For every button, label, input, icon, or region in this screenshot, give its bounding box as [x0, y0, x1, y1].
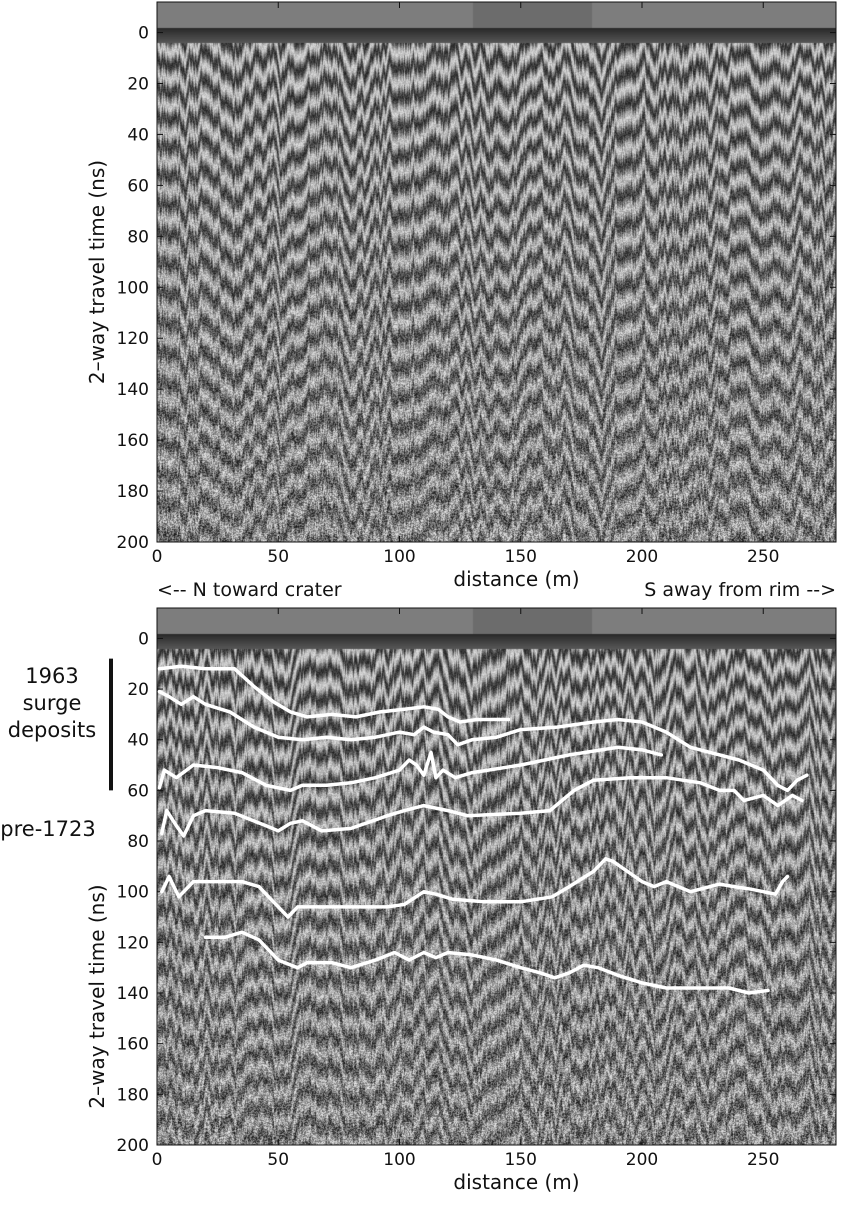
- top-xlabel: distance (m): [453, 567, 579, 591]
- top-ytick-label: 160: [117, 431, 149, 451]
- annotation-south: S away from rim -->: [644, 579, 836, 601]
- top-ytick-label: 0: [138, 24, 149, 44]
- bottom-ytick-label: 160: [117, 1035, 149, 1055]
- bottom-xtick-label: 50: [267, 1150, 289, 1170]
- radargram-top-image: [157, 2, 836, 542]
- surge-deposits-label-line: deposits: [8, 718, 96, 742]
- top-ytick-label: 20: [127, 75, 149, 95]
- bottom-ytick-label: 200: [117, 1136, 149, 1156]
- bottom-ylabel: 2–way travel time (ns): [85, 884, 109, 1108]
- horizon-line-1: [157, 664, 511, 724]
- top-ytick-label: 40: [127, 125, 149, 145]
- bottom-ytick-label: 120: [117, 933, 149, 953]
- surge-deposits-label-line: surge: [23, 691, 82, 715]
- annotation-north: <-- N toward crater: [157, 579, 342, 601]
- bottom-xtick-label: 250: [747, 1150, 779, 1170]
- top-ytick-label: 140: [117, 380, 149, 400]
- horizon-line-4: [160, 775, 804, 838]
- top-xtick-label: 150: [505, 547, 537, 567]
- horizon-line-5: [160, 857, 790, 919]
- bottom-ytick-label: 140: [117, 984, 149, 1004]
- bottom-ytick-label: 0: [138, 629, 149, 649]
- top-ytick-label: 200: [117, 533, 149, 553]
- top-ytick-label: 120: [117, 329, 149, 349]
- surge-deposits-label-line: 1963: [25, 664, 78, 688]
- bottom-xlabel: distance (m): [453, 1170, 579, 1194]
- bottom-xtick-label: 100: [383, 1150, 415, 1170]
- top-ytick-label: 60: [127, 176, 149, 196]
- top-xtick-label: 250: [747, 547, 779, 567]
- bottom-ytick-label: 40: [127, 731, 149, 751]
- bottom-xtick-label: 200: [626, 1150, 658, 1170]
- bottom-ytick-label: 20: [127, 680, 149, 700]
- top-ylabel: 2–way travel time (ns): [85, 160, 109, 384]
- bottom-ytick-label: 80: [127, 832, 149, 852]
- horizon-line-6: [203, 930, 770, 995]
- bottom-ytick-label: 180: [117, 1085, 149, 1105]
- top-xtick-label: 50: [267, 547, 289, 567]
- top-xtick-label: 0: [152, 547, 163, 567]
- pre-1723-label: pre-1723: [0, 817, 95, 841]
- top-plot-frame: [156, 1, 837, 543]
- top-ytick-label: 80: [127, 227, 149, 247]
- bottom-xtick-label: 150: [505, 1150, 537, 1170]
- horizon-line-3: [157, 745, 664, 793]
- top-xtick-label: 200: [626, 547, 658, 567]
- top-ytick-label: 180: [117, 482, 149, 502]
- bottom-plot-frame: [156, 607, 837, 1146]
- bottom-ytick-label: 60: [127, 781, 149, 801]
- top-xtick-label: 100: [383, 547, 415, 567]
- bottom-xtick-label: 0: [152, 1150, 163, 1170]
- top-ytick-label: 100: [117, 278, 149, 298]
- horizon-line-2: [157, 689, 809, 793]
- bottom-ytick-label: 100: [117, 883, 149, 903]
